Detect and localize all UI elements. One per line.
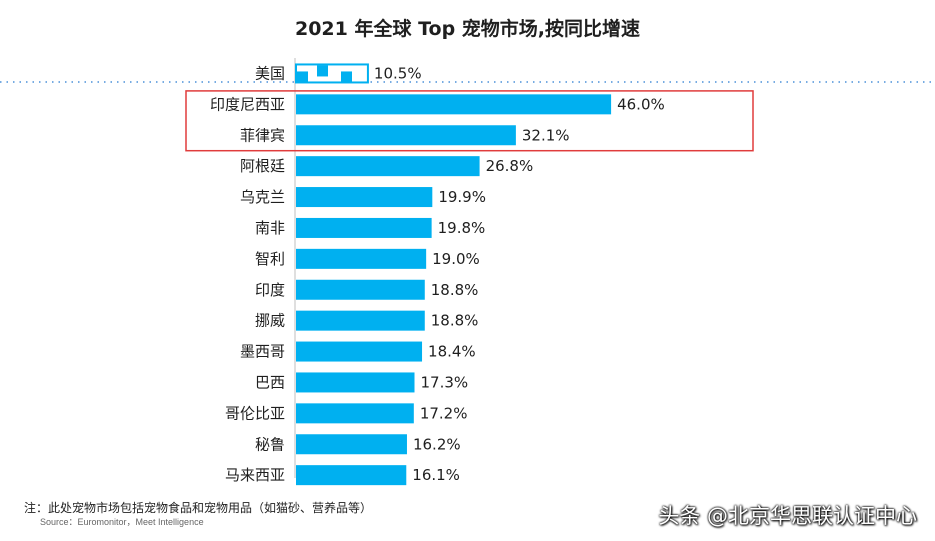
value-label: 16.2% bbox=[413, 435, 461, 453]
bar bbox=[296, 217, 432, 238]
category-label: 秘鲁 bbox=[255, 435, 285, 453]
bar bbox=[296, 279, 425, 300]
value-label: 10.5% bbox=[374, 64, 422, 82]
footnote: 注：此处宠物市场包括宠物食品和宠物用品（如猫砂、营养品等） bbox=[24, 501, 373, 515]
value-label: 18.8% bbox=[431, 281, 479, 299]
bar bbox=[296, 372, 415, 393]
source-note: Source：Euromonitor，Meet Intelligence bbox=[40, 517, 204, 527]
category-label: 挪威 bbox=[255, 312, 285, 330]
category-label: 南非 bbox=[255, 219, 285, 237]
bar bbox=[296, 94, 612, 115]
value-label: 18.4% bbox=[428, 343, 476, 361]
category-label: 印度 bbox=[255, 281, 285, 299]
category-label: 哥伦比亚 bbox=[225, 404, 285, 422]
bar bbox=[296, 465, 407, 486]
highlight-box bbox=[185, 90, 754, 152]
value-label: 16.1% bbox=[412, 466, 460, 484]
category-label: 智利 bbox=[255, 250, 285, 268]
value-label: 26.8% bbox=[486, 157, 534, 175]
bar bbox=[296, 341, 423, 362]
value-label: 17.3% bbox=[421, 373, 469, 391]
value-label: 17.2% bbox=[420, 404, 468, 422]
bar bbox=[296, 187, 433, 208]
chart-title: 2021 年全球 Top 宠物市场,按同比增速 bbox=[294, 18, 641, 40]
value-label: 18.8% bbox=[431, 312, 479, 330]
watermark: 头条 @北京华思联认证中心 bbox=[658, 504, 917, 528]
category-label: 印度尼西亚 bbox=[210, 95, 285, 113]
category-label: 墨西哥 bbox=[240, 343, 285, 361]
bar bbox=[296, 434, 407, 455]
value-label: 32.1% bbox=[522, 126, 570, 144]
category-label: 乌克兰 bbox=[240, 188, 285, 206]
value-label: 19.8% bbox=[438, 219, 486, 237]
bar-pattern-block bbox=[341, 71, 352, 83]
value-label: 46.0% bbox=[617, 95, 665, 113]
value-label: 19.0% bbox=[432, 250, 480, 268]
category-label: 巴西 bbox=[255, 373, 285, 391]
bar bbox=[296, 125, 516, 146]
category-label: 马来西亚 bbox=[225, 466, 285, 484]
bar-pattern-block bbox=[297, 71, 308, 83]
value-label: 19.9% bbox=[438, 188, 486, 206]
bar bbox=[296, 156, 480, 177]
bar bbox=[296, 310, 425, 331]
category-label: 阿根廷 bbox=[240, 157, 285, 175]
bar bbox=[296, 403, 414, 424]
category-label: 美国 bbox=[255, 64, 285, 82]
category-label: 菲律宾 bbox=[240, 126, 285, 144]
bar-pattern-block bbox=[317, 65, 328, 77]
bar bbox=[296, 248, 427, 269]
